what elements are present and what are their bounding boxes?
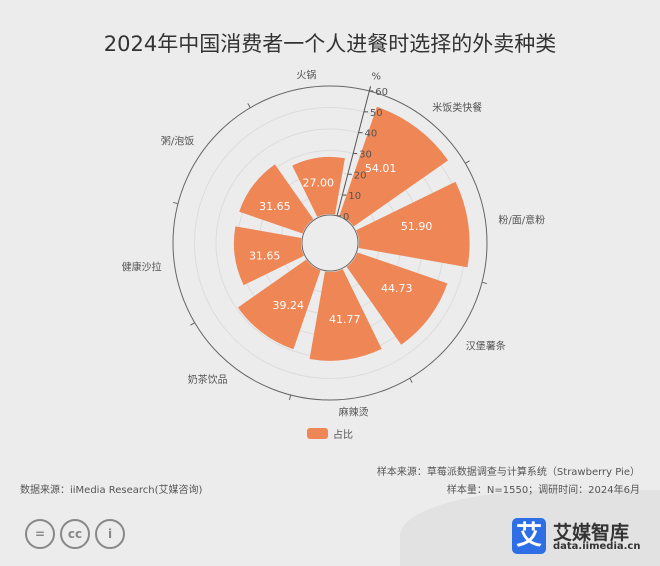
cc-icon: cc xyxy=(60,519,90,549)
sample-size: 样本量：N=1550；调研时间：2024年6月 xyxy=(446,485,640,496)
data-label: 31.65 xyxy=(259,200,291,213)
inner-circle xyxy=(301,214,359,272)
data-source: 数据来源：iiMedia Research(艾媒咨询) xyxy=(20,485,203,496)
brand-logo-icon: 艾 xyxy=(512,518,546,554)
category-label: 汉堡薯条 xyxy=(466,339,506,352)
bar-2 xyxy=(356,181,470,268)
category-label: 粉/面/意粉 xyxy=(498,213,545,226)
bar-6 xyxy=(233,226,304,286)
angular-tick xyxy=(481,281,487,285)
bar-0 xyxy=(292,156,345,217)
category-label: 健康沙拉 xyxy=(122,261,162,274)
bar-7 xyxy=(239,164,314,234)
legend-label: 占比 xyxy=(333,428,353,441)
brand-url: data.iimedia.cn xyxy=(553,541,641,552)
category-label: 麻辣烫 xyxy=(339,405,369,418)
angular-axis-circle xyxy=(172,85,488,401)
category-label: 粥/泡饭 xyxy=(161,135,194,148)
bar-1 xyxy=(339,106,449,227)
bar-3 xyxy=(346,252,448,345)
radial-tick-label: 10 xyxy=(348,191,361,202)
category-label: 米饭类快餐 xyxy=(432,101,482,114)
person-icon: i xyxy=(95,519,125,549)
angular-tick xyxy=(247,103,251,108)
chart-title: 2024年中国消费者一个人进餐时选择的外卖种类 xyxy=(103,32,557,56)
angular-tick xyxy=(465,160,470,164)
radial-tick-label: 0 xyxy=(343,212,349,223)
bar-4 xyxy=(309,269,382,361)
radial-axis-line xyxy=(336,87,371,217)
angular-tick xyxy=(173,201,179,205)
data-label: 31.65 xyxy=(249,250,281,263)
radial-tick-label: 20 xyxy=(354,170,367,181)
data-label: 39.24 xyxy=(272,299,304,312)
bar-5 xyxy=(237,259,321,350)
angular-tick xyxy=(190,322,195,326)
equals-icon: = xyxy=(25,519,55,549)
angular-tick xyxy=(409,378,413,383)
legend-swatch xyxy=(307,428,328,439)
data-label: 27.00 xyxy=(303,177,335,190)
radial-tick-label: 40 xyxy=(365,129,378,140)
category-label: 火锅 xyxy=(296,70,316,82)
radial-axis-unit: % xyxy=(372,71,382,82)
data-label: 44.73 xyxy=(381,282,413,295)
data-label: 54.01 xyxy=(365,162,397,175)
radial-tick-label: 60 xyxy=(375,87,388,98)
radial-tick-label: 30 xyxy=(359,149,372,160)
angular-tick xyxy=(288,394,292,400)
data-label: 41.77 xyxy=(329,313,361,326)
data-label: 51.90 xyxy=(401,220,433,233)
brand-name: 艾媒智库 xyxy=(553,522,630,544)
category-label: 奶茶饮品 xyxy=(188,373,228,386)
radial-tick-label: 50 xyxy=(370,108,383,119)
sample-source: 样本来源：草莓派数据调查与计算系统（Strawberry Pie） xyxy=(376,467,640,478)
